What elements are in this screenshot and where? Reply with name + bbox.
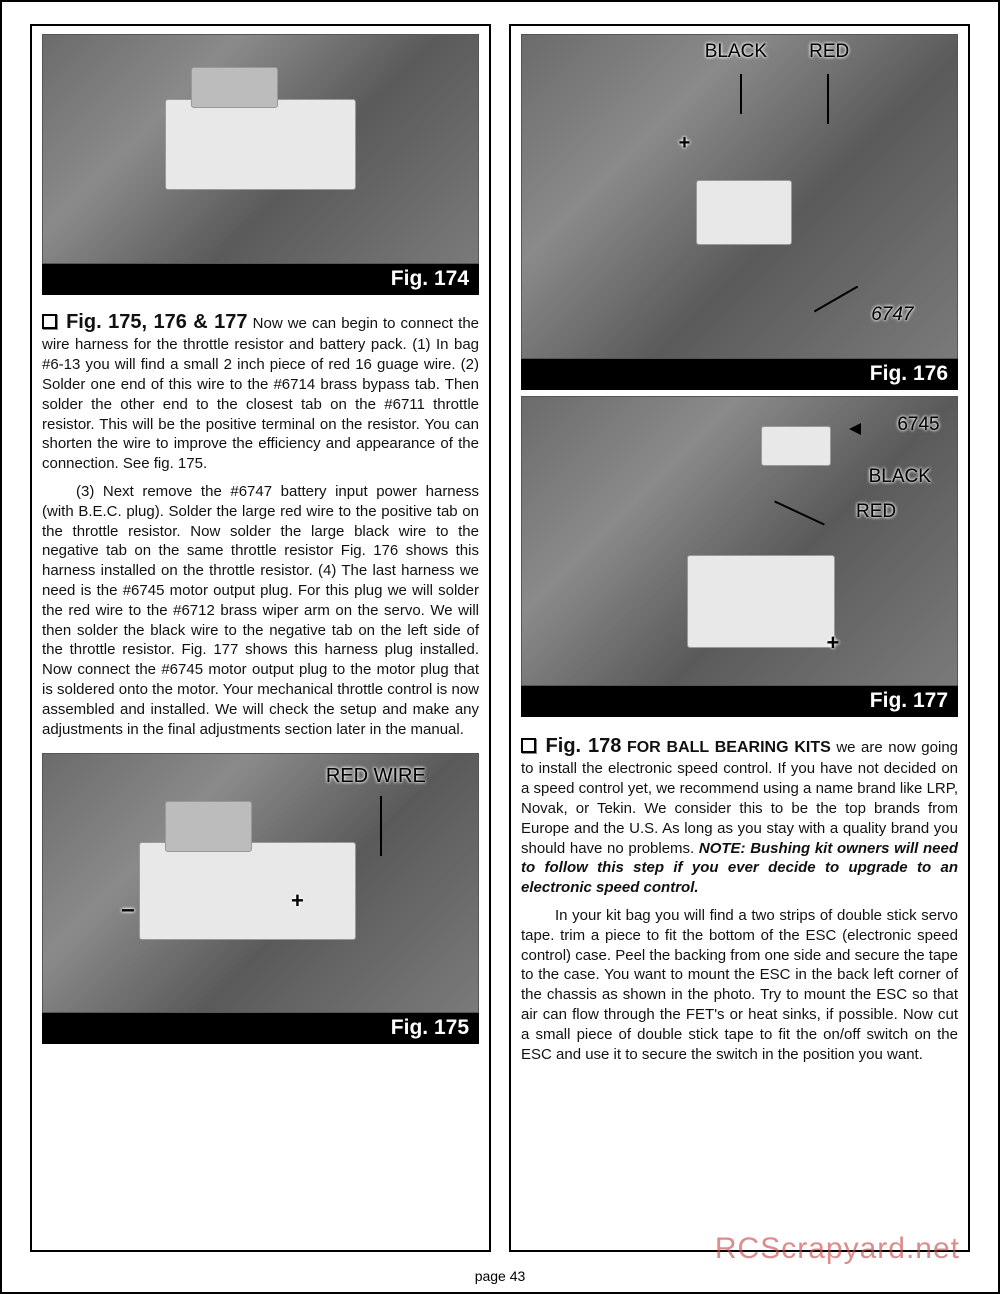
section-175-heading: Fig. 175, 176 & 177 [66, 311, 247, 333]
section-178-subheading: FOR BALL BEARING KITS [627, 739, 831, 756]
fig177-plus: + [827, 630, 840, 656]
left-column: Fig. 174 Fig. 175, 176 & 177 Now we can … [30, 24, 491, 1252]
checkbox-icon [42, 314, 57, 329]
manual-page: Fig. 174 Fig. 175, 176 & 177 Now we can … [0, 0, 1000, 1294]
figure-174-caption: Fig. 174 [42, 264, 479, 295]
figure-177-caption: Fig. 177 [521, 686, 958, 717]
watermark: RCScrapyard.net [715, 1232, 960, 1266]
figure-177: 6745 BLACK RED + Fig. 177 [521, 396, 958, 717]
fig177-red-label: RED [856, 501, 896, 523]
right-column: BLACK RED 6747 + Fig. 176 6745 BLACK RED… [509, 24, 970, 1252]
figure-174-photo [42, 34, 479, 264]
fig176-red-label: RED [809, 41, 849, 63]
page-number: page 43 [0, 1268, 1000, 1284]
fig177-black-label: BLACK [869, 466, 931, 488]
fig176-partnum: 6747 [871, 304, 913, 326]
section-178-p2: In your kit bag you will find a two stri… [521, 906, 958, 1064]
section-178-text: Fig. 178 FOR BALL BEARING KITS we are no… [521, 733, 958, 1072]
figure-176: BLACK RED 6747 + Fig. 176 [521, 34, 958, 390]
section-175-p1: Now we can begin to connect the wire har… [42, 315, 479, 472]
fig176-black-label: BLACK [705, 41, 767, 63]
section-175-p2: (3) Next remove the #6747 battery input … [42, 482, 479, 739]
section-175-text: Fig. 175, 176 & 177 Now we can begin to … [42, 309, 479, 747]
figure-174: Fig. 174 [42, 34, 479, 295]
figure-175-photo: RED WIRE + – [42, 753, 479, 1013]
figure-177-photo: 6745 BLACK RED + [521, 396, 958, 686]
figure-176-photo: BLACK RED 6747 + [521, 34, 958, 359]
figure-175: RED WIRE + – Fig. 175 [42, 753, 479, 1044]
section-178-heading: Fig. 178 [546, 735, 622, 757]
figure-176-caption: Fig. 176 [521, 359, 958, 390]
checkbox-icon [521, 738, 536, 753]
fig176-plus: + [679, 132, 691, 155]
plus-label: + [291, 888, 304, 914]
figure-175-caption: Fig. 175 [42, 1013, 479, 1044]
fig177-partnum: 6745 [897, 414, 939, 436]
red-wire-label: RED WIRE [326, 765, 426, 788]
minus-label: – [121, 896, 134, 924]
